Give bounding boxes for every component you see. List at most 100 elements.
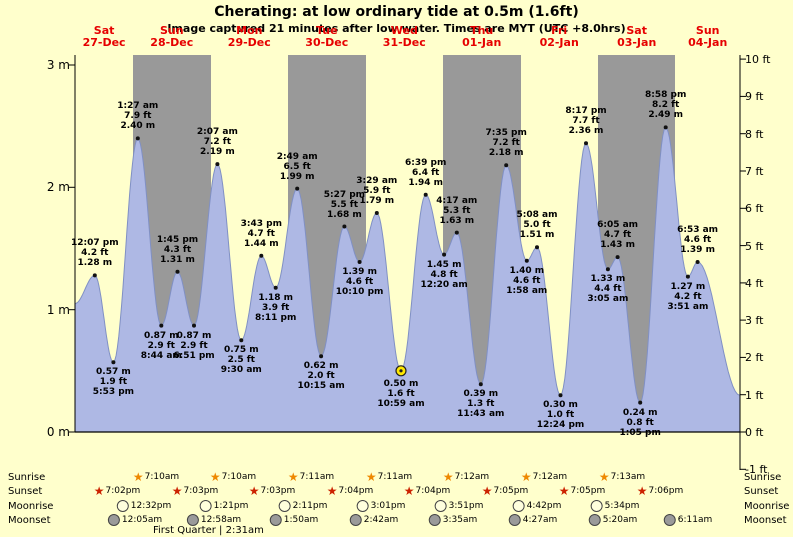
- y-axis-right-label: 10 ft: [745, 53, 771, 67]
- moonrise-icon: [199, 499, 212, 512]
- sunrise-entry: ★ 7:13am: [599, 471, 645, 483]
- sunset-star-icon: ★: [248, 484, 260, 498]
- tide-point-label: 0.87 m 2.9 ft 8:44 am: [140, 330, 182, 361]
- tide-point-label: 0.39 m 1.3 ft 11:43 am: [457, 389, 505, 420]
- tide-point-label: 1.33 m 4.4 ft 3:05 am: [587, 274, 629, 305]
- sunrise-time: 7:11am: [299, 472, 335, 482]
- moonset-time: 12:05am: [121, 515, 163, 525]
- sunrise-entry: ★ 7:11am: [366, 471, 412, 483]
- sunset-entry: ★ 7:05pm: [559, 485, 605, 497]
- sunset-entry: ★ 7:05pm: [482, 485, 528, 497]
- tide-point-label: 3:29 am 5.9 ft 1.79 m: [356, 176, 398, 206]
- sunrise-star-icon: ★: [365, 470, 377, 484]
- sunrise-row-label-right: Sunrise: [744, 472, 782, 483]
- moonset-time: 4:27am: [522, 515, 558, 525]
- day-label: Thu 01-Jan: [462, 24, 502, 49]
- sunrise-time: 7:11am: [377, 472, 413, 482]
- day-band: [443, 55, 521, 432]
- moonrise-time: 3:51pm: [448, 500, 484, 511]
- chart-subtitle: Image captured 21 minutes after low wate…: [167, 22, 626, 35]
- moonset-entry: 12:58am: [186, 514, 241, 526]
- tide-point-label: 1:27 am 7.9 ft 2.40 m: [117, 101, 159, 132]
- sunrise-time: 7:10am: [144, 472, 180, 482]
- tide-point-label: 5:08 am 5.0 ft 1.51 m: [516, 210, 558, 241]
- moonrise-entry: 5:34pm: [590, 499, 640, 512]
- sunset-entry: ★ 7:02pm: [94, 485, 140, 497]
- moonrise-icon: [512, 499, 525, 512]
- y-axis-right-label: 4 ft: [745, 276, 764, 290]
- day-label: Wed 31-Dec: [382, 24, 426, 49]
- sunrise-entry: ★ 7:10am: [133, 471, 179, 483]
- day-label: Sun 28-Dec: [150, 24, 194, 49]
- moonrise-time: 5:34pm: [604, 500, 640, 511]
- tide-point-label: 6:39 pm 6.4 ft 1.94 m: [405, 157, 447, 188]
- sunrise-time: 7:13am: [610, 472, 646, 482]
- moonset-icon: [186, 514, 199, 526]
- tide-point-label: 0.50 m 1.6 ft 10:59 am: [377, 378, 425, 409]
- moonset-row-label-left: Moonset: [8, 515, 51, 526]
- moonrise-time: 2:11pm: [292, 500, 328, 511]
- sunset-star-icon: ★: [171, 484, 183, 498]
- day-label: Tue 30-Dec: [305, 24, 349, 49]
- tide-point-label: 0.24 m 0.8 ft 1:05 pm: [619, 407, 661, 438]
- moonrise-row-label-left: Moonrise: [8, 500, 54, 512]
- moonrise-time: 4:42pm: [526, 500, 562, 511]
- sunset-time: 7:04pm: [338, 486, 374, 496]
- tide-point-label: 3:43 pm 4.7 ft 1.44 m: [240, 218, 282, 249]
- moonrise-time: 1:21pm: [213, 500, 249, 511]
- moonset-row-label-right: Moonset: [744, 515, 787, 526]
- sunset-row-label-left: Sunset: [8, 486, 43, 497]
- sunrise-star-icon: ★: [442, 470, 454, 484]
- sunrise-star-icon: ★: [598, 470, 610, 484]
- day-label: Mon 29-Dec: [227, 24, 271, 49]
- moonset-entry: 12:05am: [107, 514, 163, 526]
- tide-point-label: 1.40 m 4.6 ft 1:58 am: [506, 265, 548, 296]
- y-axis-left-label: 1 m: [46, 302, 70, 317]
- day-label: Sun 04-Jan: [688, 24, 728, 49]
- moonrise-time: 3:01pm: [370, 500, 406, 511]
- tide-point-label: 1.39 m 4.6 ft 10:10 pm: [335, 267, 384, 297]
- moonset-entry: 3:35am: [428, 514, 477, 526]
- tide-point-label: 4:17 am 5.3 ft 1.63 m: [436, 195, 478, 226]
- y-axis-left-label: 3 m: [46, 58, 70, 72]
- tide-point-label: 2:49 am 6.5 ft 1.99 m: [276, 151, 318, 182]
- day-band: [365, 55, 443, 432]
- tide-point-label: 8:17 pm 7.7 ft 2.36 m: [565, 106, 607, 137]
- sunset-time: 7:05pm: [493, 486, 529, 496]
- day-label: Sat 27-Dec: [82, 24, 126, 49]
- sunset-time: 7:06pm: [648, 486, 684, 496]
- tide-point-label: 1.27 m 4.2 ft 3:51 am: [667, 281, 709, 312]
- sunset-row-label-right: Sunset: [744, 486, 779, 497]
- sunset-star-icon: ★: [326, 484, 338, 498]
- sunrise-star-icon: ★: [520, 470, 532, 484]
- sunset-time: 7:05pm: [570, 486, 606, 496]
- tide-point-label: 0.87 m 2.9 ft 6:51 pm: [173, 330, 215, 361]
- tide-point-label: 0.57 m 1.9 ft 5:53 pm: [92, 367, 135, 398]
- moonrise-row-label-right: Moonrise: [744, 500, 790, 512]
- moonset-icon: [107, 514, 120, 526]
- y-axis-right-label: 5 ft: [745, 239, 764, 253]
- tide-point-label: 6:53 am 4.6 ft 1.39 m: [677, 225, 719, 255]
- moonset-time: 2:42am: [363, 515, 399, 525]
- moonset-icon: [588, 514, 601, 526]
- tide-point-label: 5:27 pm 5.5 ft 1.68 m: [323, 189, 366, 220]
- moonrise-entry: 2:11pm: [278, 499, 328, 512]
- y-axis-right-label: 6 ft: [745, 202, 764, 216]
- moonrise-time: 12:32pm: [130, 500, 172, 511]
- sunrise-time: 7:10am: [221, 472, 257, 482]
- sunrise-entry: ★ 7:10am: [210, 471, 256, 483]
- y-axis-left-label: 2 m: [46, 180, 70, 195]
- sunset-entry: ★ 7:03pm: [172, 485, 218, 497]
- tide-point-label: 0.30 m 1.0 ft 12:24 pm: [536, 400, 585, 431]
- moonrise-icon: [590, 499, 603, 512]
- sunset-star-icon: ★: [558, 484, 570, 498]
- sunrise-entry: ★ 7:12am: [521, 471, 567, 483]
- moonset-icon: [349, 514, 362, 526]
- sunset-star-icon: ★: [403, 484, 415, 498]
- tide-point-label: 1:45 pm 4.3 ft 1.31 m: [156, 234, 199, 265]
- moonset-icon: [269, 514, 282, 526]
- tide-point-label: 0.62 m 2.0 ft 10:15 am: [297, 361, 345, 392]
- sunrise-star-icon: ★: [287, 470, 299, 484]
- moonset-entry: 5:20am: [588, 514, 637, 526]
